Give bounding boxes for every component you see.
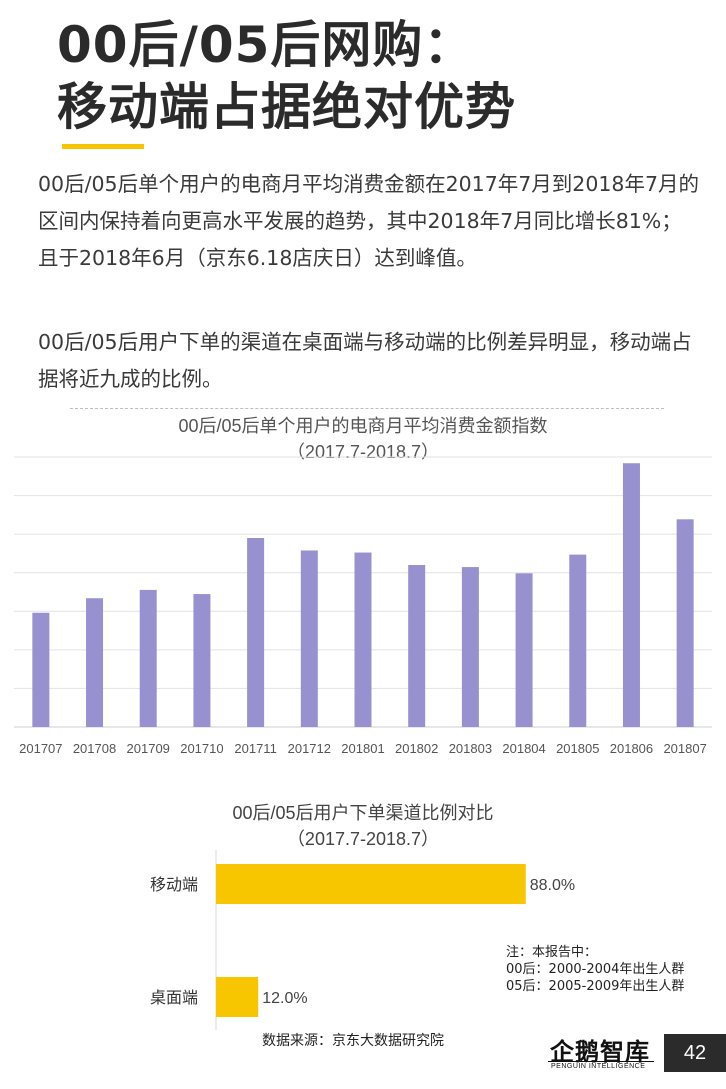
bar-201708 bbox=[86, 598, 104, 727]
x-tick-label: 201712 bbox=[288, 741, 331, 756]
bar-201712 bbox=[300, 550, 318, 727]
bar-chart-title: 00后/05后单个用户的电商月平均消费金额指数 bbox=[178, 416, 548, 436]
title-line-2: 移动端占据绝对优势 bbox=[57, 78, 516, 136]
bar-201710 bbox=[193, 594, 211, 727]
x-tick-label: 201709 bbox=[127, 741, 170, 756]
bar-201805 bbox=[569, 554, 587, 727]
footnote-line-1: 注：本报告中： bbox=[506, 945, 598, 960]
title-line-1: 00后/05后网购： bbox=[57, 16, 475, 74]
category-label: 桌面端 bbox=[150, 989, 198, 1007]
hbar-chart-title: 00后/05后用户下单渠道比例对比 bbox=[232, 803, 494, 823]
x-tick-label: 201802 bbox=[395, 741, 438, 756]
bar-201804 bbox=[515, 573, 533, 727]
channel-ratio-bar-chart: 移动端 88.0% 桌面端 12.0% bbox=[150, 850, 575, 1030]
penguin-intelligence-logo: 企鹅智库 PENGUIN INTELLIGENCE bbox=[548, 1032, 658, 1082]
monthly-spend-bar-chart: 201707 201708 201709 201710 201711 201712 2018… bbox=[14, 456, 712, 756]
paragraph-2: 00后/05后用户下单的渠道在桌面端与移动端的比例差异明显，移动端占据将近九成的… bbox=[38, 330, 692, 391]
x-tick-label: 201803 bbox=[449, 741, 492, 756]
value-label: 88.0% bbox=[530, 877, 575, 894]
bar-201807 bbox=[676, 519, 694, 727]
page-title: 00后/05后网购： 移动端占据绝对优势 bbox=[57, 14, 516, 138]
page-number: 42 bbox=[664, 1034, 726, 1072]
section-divider bbox=[70, 408, 664, 409]
data-source: 数据来源：京东大数据研究院 bbox=[262, 1033, 444, 1049]
paragraph-1: 00后/05后单个用户的电商月平均消费金额在2017年7月到2018年7月的区间… bbox=[38, 172, 700, 270]
x-tick-label: 201710 bbox=[180, 741, 223, 756]
x-tick-label: 201801 bbox=[341, 741, 384, 756]
x-tick-label: 201805 bbox=[556, 741, 599, 756]
x-tick-label: 201807 bbox=[663, 741, 706, 756]
footnote: 注：本报告中： 00后：2000-2004年出生人群 05后：2005-2009… bbox=[506, 944, 684, 995]
title-accent-bar bbox=[62, 144, 144, 149]
x-tick-label: 201707 bbox=[19, 741, 62, 756]
value-label: 12.0% bbox=[262, 990, 307, 1007]
logo-divider bbox=[548, 1061, 654, 1062]
category-label: 移动端 bbox=[150, 876, 198, 894]
x-tick-label: 201711 bbox=[234, 741, 276, 756]
footnote-line-3: 05后：2005-2009年出生人群 bbox=[506, 979, 685, 994]
bar-201707 bbox=[32, 612, 50, 727]
x-tick-label: 201708 bbox=[73, 741, 116, 756]
bar-201709 bbox=[139, 589, 157, 727]
hbar-chart-subtitle: （2017.7-2018.7） bbox=[286, 829, 440, 849]
x-tick-label: 201806 bbox=[610, 741, 653, 756]
bar-201711 bbox=[247, 538, 265, 727]
x-tick-label: 201804 bbox=[502, 741, 545, 756]
bar-201801 bbox=[354, 552, 372, 727]
logo-en-text: PENGUIN INTELLIGENCE bbox=[551, 1063, 646, 1070]
bar-201806 bbox=[622, 463, 640, 727]
footnote-line-2: 00后：2000-2004年出生人群 bbox=[506, 962, 685, 977]
hbar-0 bbox=[216, 864, 526, 904]
bar-201802 bbox=[408, 565, 426, 727]
bar-201803 bbox=[461, 567, 479, 727]
hbar-1 bbox=[216, 977, 259, 1017]
